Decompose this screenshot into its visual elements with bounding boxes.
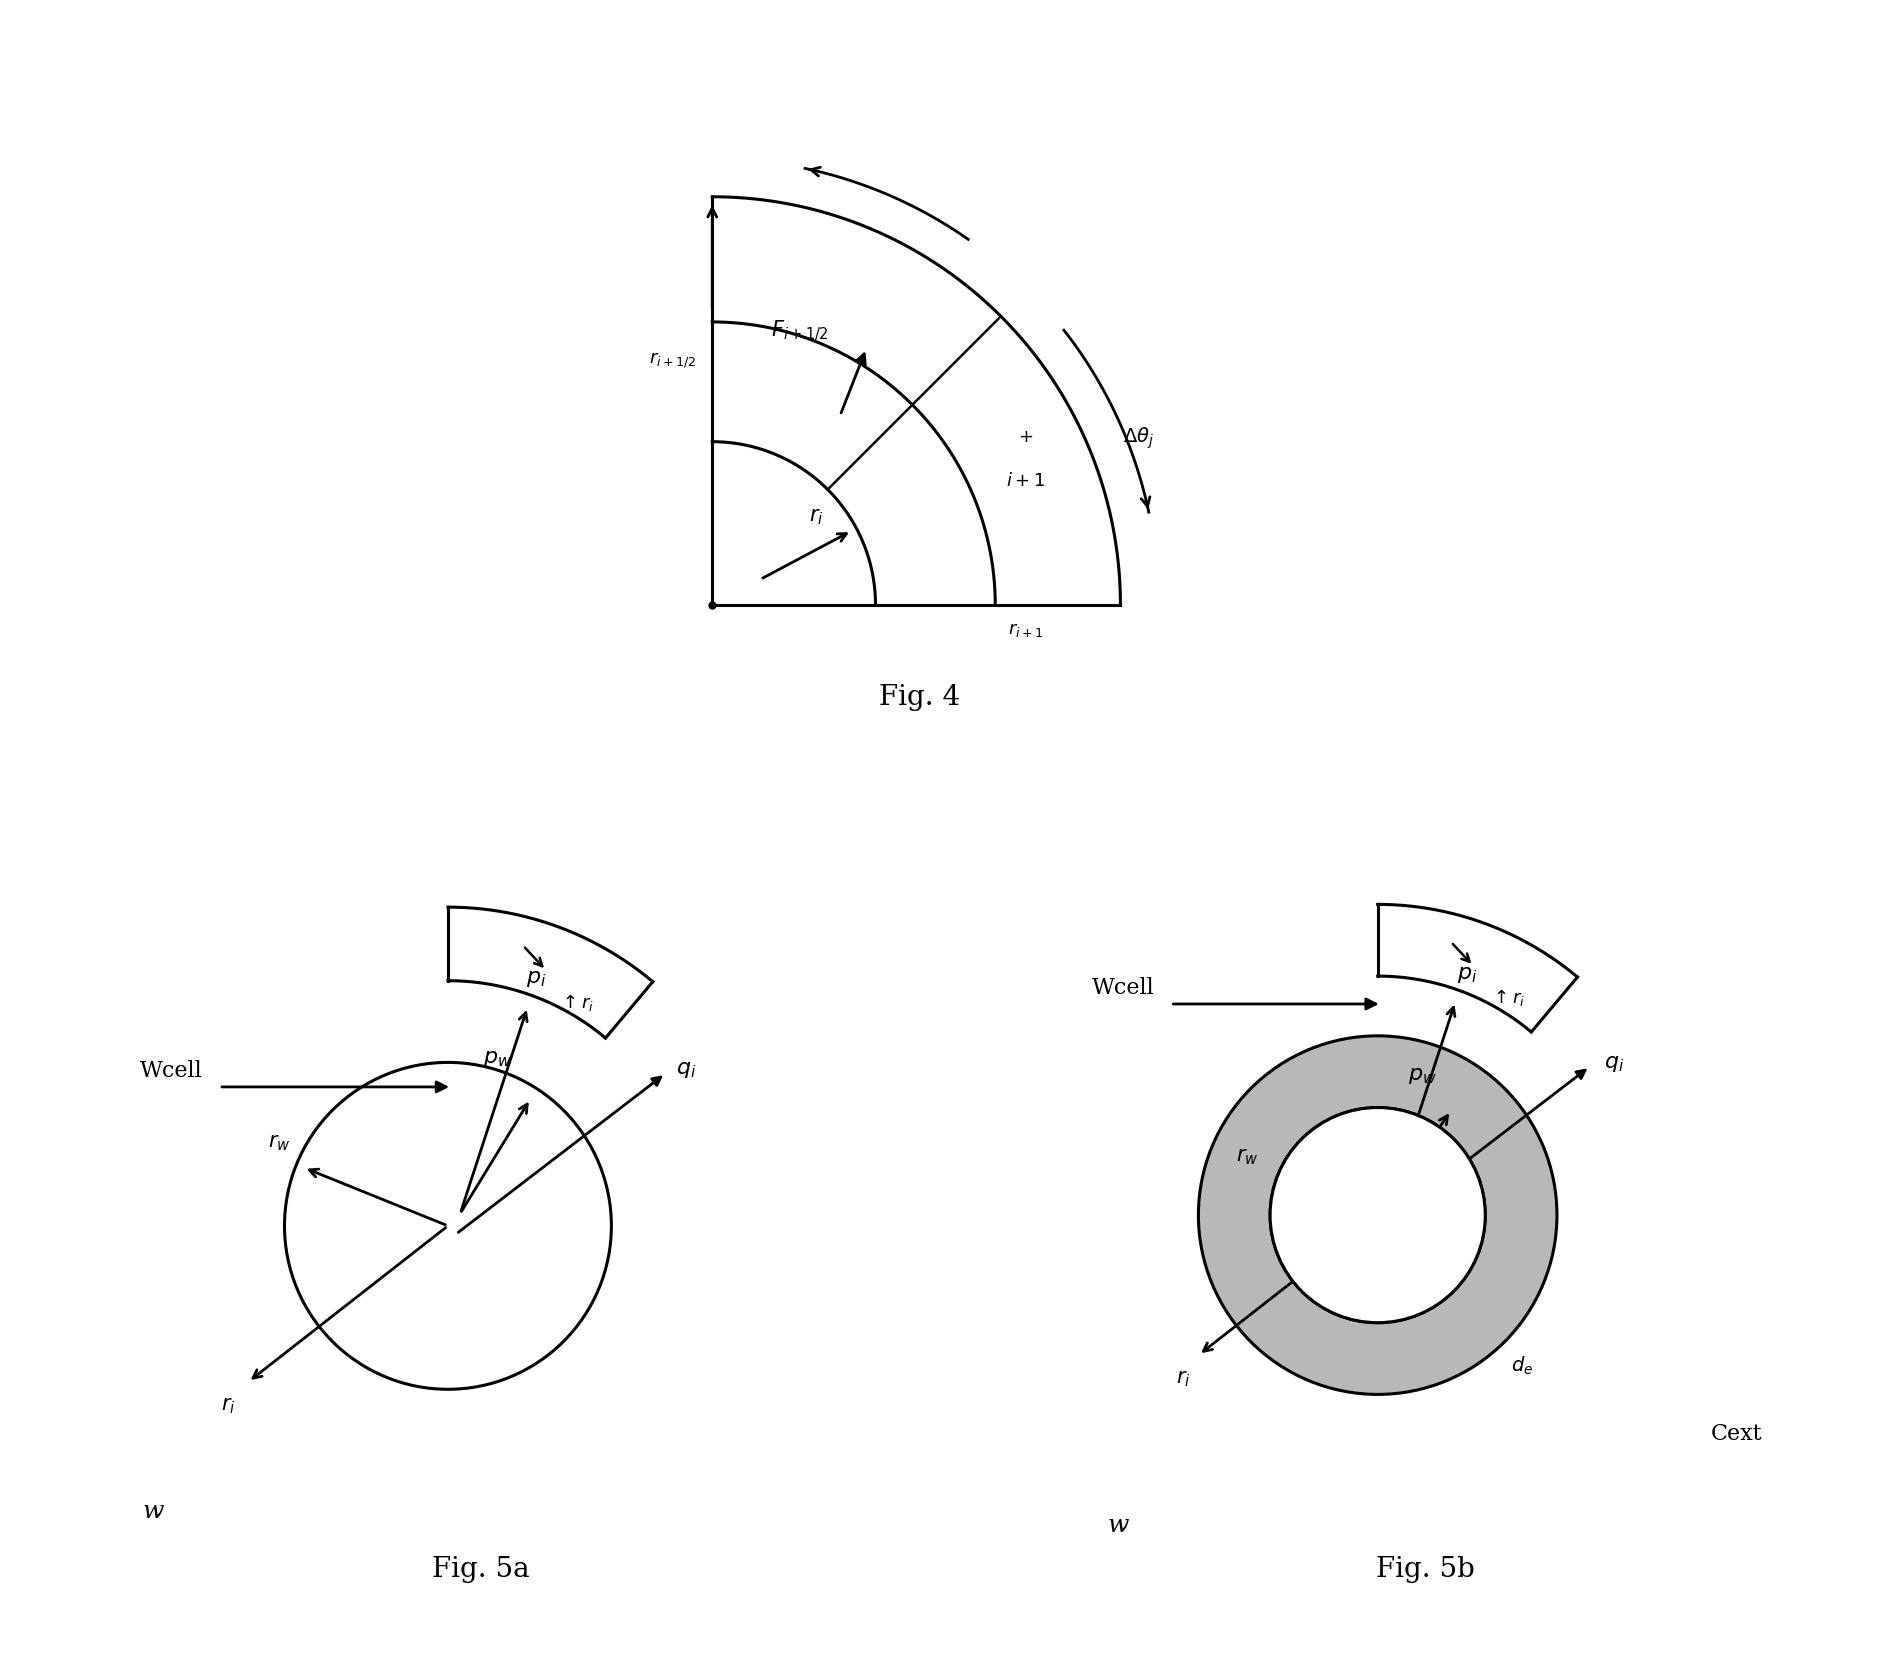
Wedge shape — [1198, 1036, 1556, 1394]
Text: Fig. 4: Fig. 4 — [879, 684, 960, 710]
Text: w: w — [142, 1501, 165, 1524]
Text: $q_i$: $q_i$ — [676, 1059, 697, 1081]
Text: $p_i$: $p_i$ — [526, 968, 547, 989]
Text: $p_w$: $p_w$ — [484, 1047, 512, 1069]
Text: $\uparrow r_i$: $\uparrow r_i$ — [560, 993, 594, 1013]
Text: $r_w$: $r_w$ — [268, 1134, 290, 1154]
Text: $i+1$: $i+1$ — [1006, 471, 1046, 490]
Text: $\uparrow r_i$: $\uparrow r_i$ — [1490, 988, 1524, 1008]
Text: $r_i$: $r_i$ — [220, 1396, 235, 1416]
Polygon shape — [712, 198, 1120, 604]
Text: w: w — [1108, 1514, 1129, 1537]
Text: Wcell: Wcell — [1091, 978, 1154, 999]
Circle shape — [1270, 1107, 1486, 1323]
Text: $\Delta\theta_j$: $\Delta\theta_j$ — [1124, 425, 1154, 452]
Text: $p_w$: $p_w$ — [1408, 1064, 1437, 1086]
Text: Fig. 5b: Fig. 5b — [1376, 1555, 1475, 1584]
Text: $r_i$: $r_i$ — [1175, 1370, 1190, 1389]
Text: Wcell: Wcell — [140, 1059, 203, 1082]
Text: Fig. 5a: Fig. 5a — [433, 1555, 530, 1582]
Text: $q_i$: $q_i$ — [1604, 1051, 1625, 1074]
Text: Cext: Cext — [1710, 1423, 1761, 1446]
Text: $r_i$: $r_i$ — [809, 508, 824, 528]
Text: +: + — [1017, 428, 1033, 447]
Text: $r_{i+1/2}$: $r_{i+1/2}$ — [649, 350, 697, 370]
Text: $r_w$: $r_w$ — [1236, 1147, 1258, 1167]
Text: $p_i$: $p_i$ — [1458, 963, 1477, 984]
Text: $r_{i+1}$: $r_{i+1}$ — [1008, 621, 1042, 639]
Text: $d_e$: $d_e$ — [1511, 1355, 1534, 1376]
Text: $F_{i+1/2}$: $F_{i+1/2}$ — [771, 319, 829, 344]
